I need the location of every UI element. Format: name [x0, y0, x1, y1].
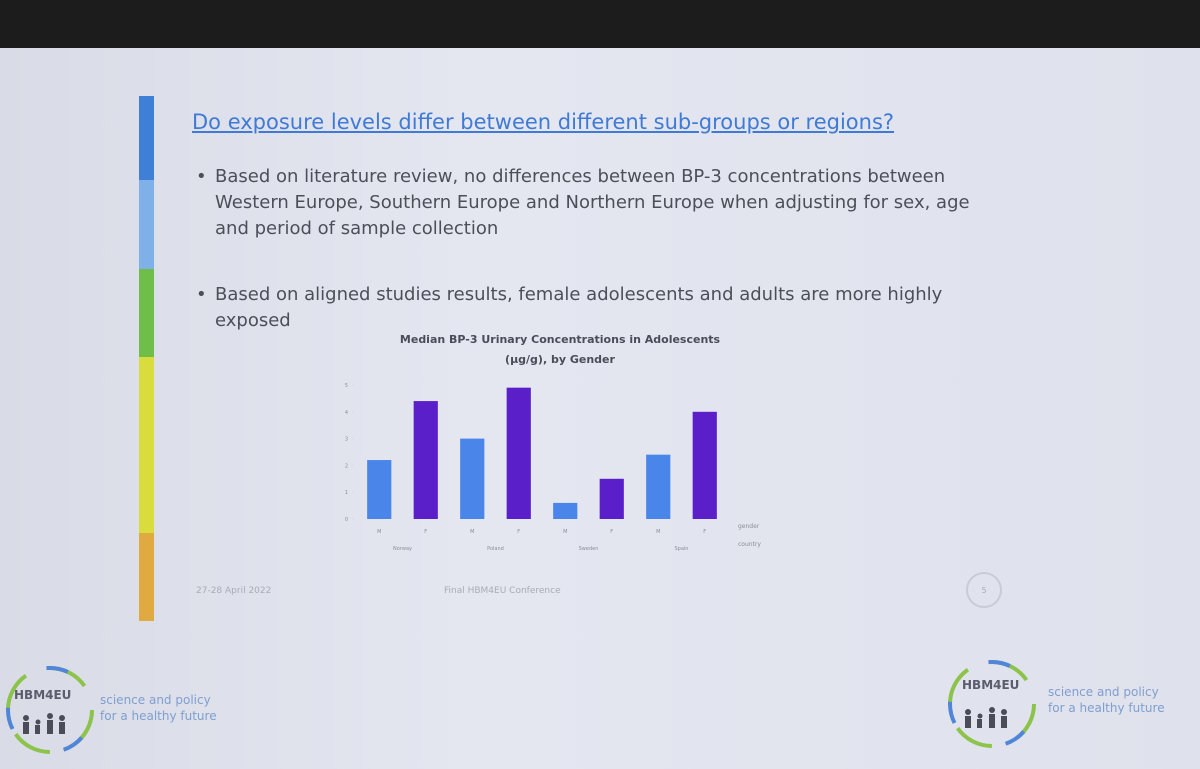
- chart-title: Median BP-3 Urinary Concentrations in Ad…: [400, 333, 721, 346]
- logo: [948, 660, 1036, 748]
- badge-ring: [966, 572, 1002, 608]
- accent-strip: [139, 96, 154, 180]
- x-axis-label: country: [738, 541, 761, 548]
- x-tick-label: M: [563, 529, 567, 535]
- y-tick-label: 5: [345, 383, 348, 389]
- page-badge: 5: [966, 572, 1002, 608]
- tagline: science and policy for a healthy future: [100, 692, 217, 724]
- y-tick-label: 1: [345, 490, 348, 496]
- x-tick-label: F: [424, 529, 427, 535]
- bar: [692, 411, 717, 519]
- bar: [460, 438, 485, 519]
- bullet: Based on literature review, no differenc…: [196, 164, 986, 242]
- group-label: Spain: [675, 546, 689, 552]
- tagline-line: for a healthy future: [1048, 701, 1165, 715]
- logo: [6, 666, 94, 754]
- logo-name: HBM4EU: [14, 688, 72, 702]
- y-tick-label: 2: [345, 463, 348, 469]
- accent-strip: [139, 269, 154, 357]
- x-tick-label: F: [517, 529, 520, 535]
- group-label: Norway: [393, 546, 412, 552]
- bullet: Based on aligned studies results, female…: [196, 282, 986, 334]
- page-number: 5: [981, 586, 986, 595]
- bar: [413, 401, 438, 519]
- logo-people: [23, 713, 65, 734]
- logo-ring: [948, 660, 1036, 748]
- bar: [553, 502, 578, 519]
- chart-title: (µg/g), by Gender: [505, 353, 615, 366]
- y-tick-label: 0: [345, 517, 348, 523]
- tagline-line: science and policy: [1048, 685, 1159, 699]
- y-tick-label: 3: [345, 437, 348, 443]
- bar: [599, 478, 624, 519]
- x-tick-label: F: [610, 529, 613, 535]
- bar: [367, 460, 392, 519]
- bar: [506, 387, 531, 519]
- y-tick-label: 4: [345, 410, 348, 416]
- bar: [646, 454, 671, 519]
- logo-ring: [6, 666, 94, 754]
- x-tick-label: M: [470, 529, 474, 535]
- logo-name: HBM4EU: [962, 678, 1020, 692]
- x-tick-label: F: [703, 529, 706, 535]
- slide: Do exposure levels differ between differ…: [0, 48, 1200, 769]
- group-label: Poland: [487, 546, 504, 552]
- footer-date: 27-28 April 2022: [196, 586, 272, 596]
- bullet-text: Based on aligned studies results, female…: [215, 284, 943, 331]
- group-label: Sweden: [579, 546, 599, 552]
- accent-strip: [139, 180, 154, 269]
- tagline-line: science and policy: [100, 693, 211, 707]
- bullet-text: Based on literature review, no differenc…: [215, 166, 970, 239]
- tagline: science and policy for a healthy future: [1048, 684, 1165, 716]
- footer-event: Final HBM4EU Conference: [444, 586, 561, 596]
- accent-strip: [139, 533, 154, 621]
- tagline-line: for a healthy future: [100, 709, 217, 723]
- logo-people: [965, 707, 1007, 728]
- x-tick-label: M: [656, 529, 660, 535]
- x-tick-label: M: [377, 529, 381, 535]
- logo-ring: [948, 660, 1036, 748]
- slide-title: Do exposure levels differ between differ…: [192, 110, 895, 134]
- logo-ring: [6, 666, 94, 754]
- accent-strip: [139, 357, 154, 533]
- x-axis-label: gender: [738, 523, 760, 530]
